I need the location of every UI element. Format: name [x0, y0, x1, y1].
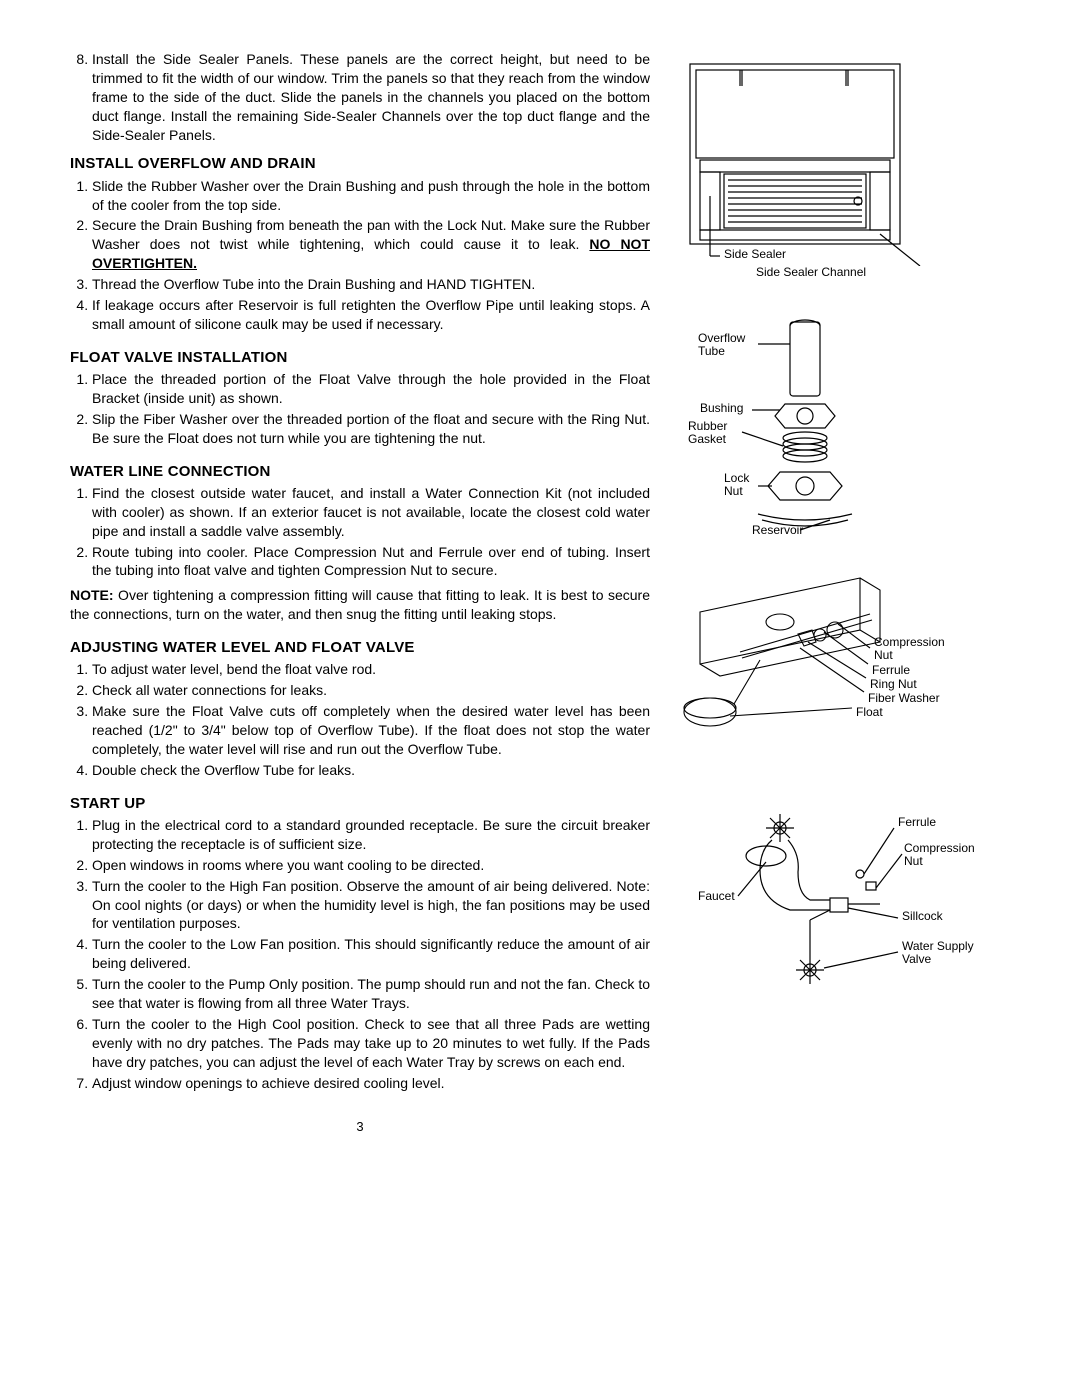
label-ferrule2: Ferrule [898, 816, 936, 829]
list-item: To adjust water level, bend the float va… [92, 660, 650, 679]
list-item: Find the closest outside water faucet, a… [92, 484, 650, 541]
label-sillcock: Sillcock [902, 910, 943, 923]
list-item: Turn the cooler to the Pump Only positio… [92, 975, 650, 1013]
label-fiber-washer: Fiber Washer [868, 692, 940, 705]
label-lock-nut: Lock Nut [724, 472, 749, 498]
ordered-list: Find the closest outside water faucet, a… [70, 484, 650, 580]
ordered-list: Place the threaded portion of the Float … [70, 370, 650, 448]
continued-list: Install the Side Sealer Panels. These pa… [70, 50, 650, 144]
label-float: Float [856, 706, 883, 719]
label-water-supply: Water Supply Valve [902, 940, 974, 966]
label-overflow-tube: Overflow Tube [698, 332, 745, 358]
ordered-list: Slide the Rubber Washer over the Drain B… [70, 177, 650, 334]
label-side-sealer: Side Sealer [724, 248, 786, 261]
list-item: Install the Side Sealer Panels. These pa… [92, 50, 650, 144]
label-ring-nut: Ring Nut [870, 678, 917, 691]
text-column: Install the Side Sealer Panels. These pa… [70, 50, 650, 1136]
section-heading: FLOAT VALVE INSTALLATION [70, 348, 650, 368]
label-ferrule: Ferrule [872, 664, 910, 677]
ordered-list: Plug in the electrical cord to a standar… [70, 816, 650, 1092]
list-item: Slip the Fiber Washer over the threaded … [92, 410, 650, 448]
figure-column: Side Sealer Side Sealer Channel [680, 50, 1010, 1136]
list-item: If leakage occurs after Reservoir is ful… [92, 296, 650, 334]
figure-faucet: Ferrule Compression Nut Faucet Sillcock … [680, 800, 1010, 1020]
section-heading: INSTALL OVERFLOW AND DRAIN [70, 154, 650, 174]
list-item: Adjust window openings to achieve desire… [92, 1074, 650, 1093]
ordered-list: To adjust water level, bend the float va… [70, 660, 650, 779]
list-item: Open windows in rooms where you want coo… [92, 856, 650, 875]
figure-overflow-assembly: Overflow Tube Bushing Rubber Gasket Lock… [680, 314, 1010, 544]
page-root: Install the Side Sealer Panels. These pa… [70, 50, 1010, 1136]
section-adjust-water: ADJUSTING WATER LEVEL AND FLOAT VALVE To… [70, 638, 650, 780]
list-item: Place the threaded portion of the Float … [92, 370, 650, 408]
list-item: Make sure the Float Valve cuts off compl… [92, 702, 650, 759]
list-item: Route tubing into cooler. Place Compress… [92, 543, 650, 581]
section-heading: WATER LINE CONNECTION [70, 462, 650, 482]
note-label: NOTE: [70, 587, 114, 603]
figure-window-unit: Side Sealer Side Sealer Channel [680, 56, 1010, 286]
label-reservoir: Reservoir [752, 524, 803, 537]
list-item: Secure the Drain Bushing from beneath th… [92, 216, 650, 273]
label-compression-nut: Compression Nut [874, 636, 945, 662]
list-item: Slide the Rubber Washer over the Drain B… [92, 177, 650, 215]
section-startup: START UP Plug in the electrical cord to … [70, 794, 650, 1093]
page-number: 3 [70, 1118, 650, 1136]
window-unit-svg [680, 56, 970, 266]
label-compression-nut2: Compression Nut [904, 842, 975, 868]
list-item: Plug in the electrical cord to a standar… [92, 816, 650, 854]
label-faucet: Faucet [698, 890, 735, 903]
figure-float-valve: Compression Nut Ferrule Ring Nut Fiber W… [680, 572, 1010, 772]
section-heading: ADJUSTING WATER LEVEL AND FLOAT VALVE [70, 638, 650, 658]
list-item: Turn the cooler to the Low Fan position.… [92, 935, 650, 973]
section-float-valve: FLOAT VALVE INSTALLATION Place the threa… [70, 348, 650, 448]
section-overflow: INSTALL OVERFLOW AND DRAIN Slide the Rub… [70, 154, 650, 333]
note-paragraph: NOTE: Over tightening a compression fitt… [70, 586, 650, 624]
label-rubber-gasket: Rubber Gasket [688, 420, 727, 446]
note-body: Over tightening a compression fitting wi… [70, 587, 650, 622]
text: Secure the Drain Bushing from beneath th… [92, 217, 650, 252]
list-item: Double check the Overflow Tube for leaks… [92, 761, 650, 780]
list-item: Turn the cooler to the High Fan position… [92, 877, 650, 934]
section-heading: START UP [70, 794, 650, 814]
section-water-line: WATER LINE CONNECTION Find the closest o… [70, 462, 650, 624]
list-item: Thread the Overflow Tube into the Drain … [92, 275, 650, 294]
label-side-sealer-channel: Side Sealer Channel [756, 266, 866, 279]
list-item: Turn the cooler to the High Cool positio… [92, 1015, 650, 1072]
list-item: Check all water connections for leaks. [92, 681, 650, 700]
label-bushing: Bushing [700, 402, 743, 415]
